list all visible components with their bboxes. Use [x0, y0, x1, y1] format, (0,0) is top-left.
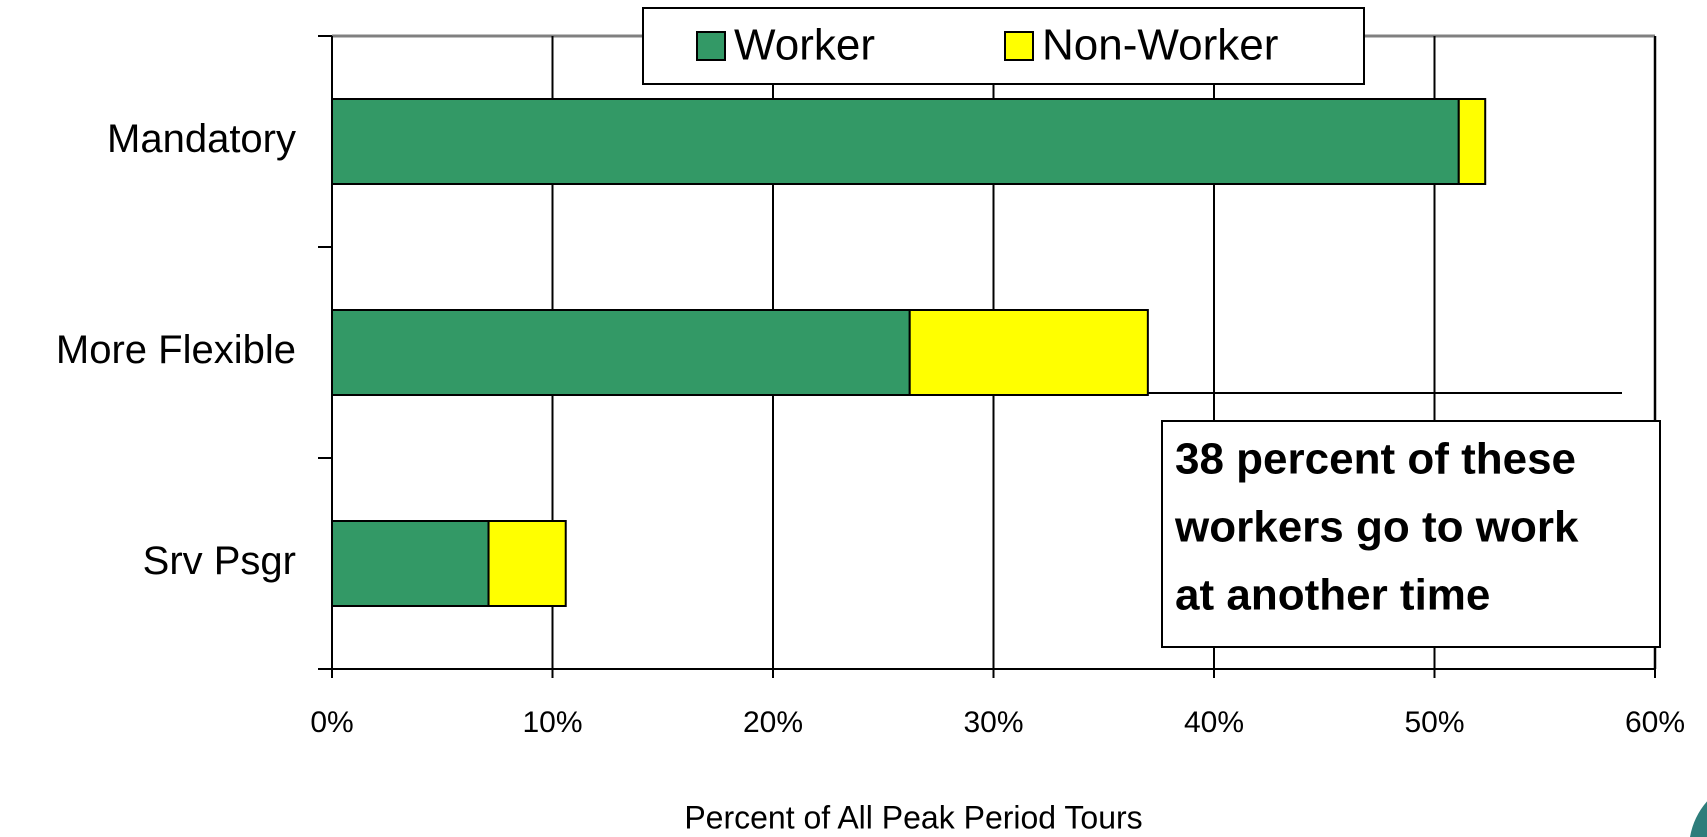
- legend-label: Non-Worker: [1042, 21, 1278, 70]
- x-tick-label: 30%: [963, 706, 1023, 739]
- bar: [487, 520, 567, 607]
- annotation-text: workers go to work: [1174, 503, 1579, 552]
- legend-swatch: [1004, 31, 1034, 61]
- annotation-box: [1161, 420, 1661, 648]
- y-tick-label: Srv Psgr: [143, 539, 296, 583]
- bar: [331, 520, 490, 607]
- bar: [908, 309, 1149, 396]
- x-tick-label: 0%: [310, 706, 353, 739]
- bar: [1457, 98, 1487, 185]
- annotation-text: 38 percent of these: [1175, 435, 1576, 484]
- legend-label: Worker: [734, 21, 875, 70]
- bar: [331, 98, 1460, 185]
- legend-box: [642, 7, 1365, 85]
- x-axis-title: Percent of All Peak Period Tours: [684, 799, 1142, 835]
- x-tick-label: 20%: [743, 706, 803, 739]
- annotation-text: at another time: [1175, 571, 1490, 620]
- x-tick-label: 60%: [1625, 706, 1685, 739]
- legend-swatch: [696, 31, 726, 61]
- y-tick-label: More Flexible: [56, 328, 296, 372]
- x-tick-label: 40%: [1184, 706, 1244, 739]
- y-tick-label: Mandatory: [107, 117, 296, 161]
- x-tick-label: 50%: [1404, 706, 1464, 739]
- bar: [331, 309, 911, 396]
- decoration: [1690, 760, 1707, 837]
- x-tick-label: 10%: [522, 706, 582, 739]
